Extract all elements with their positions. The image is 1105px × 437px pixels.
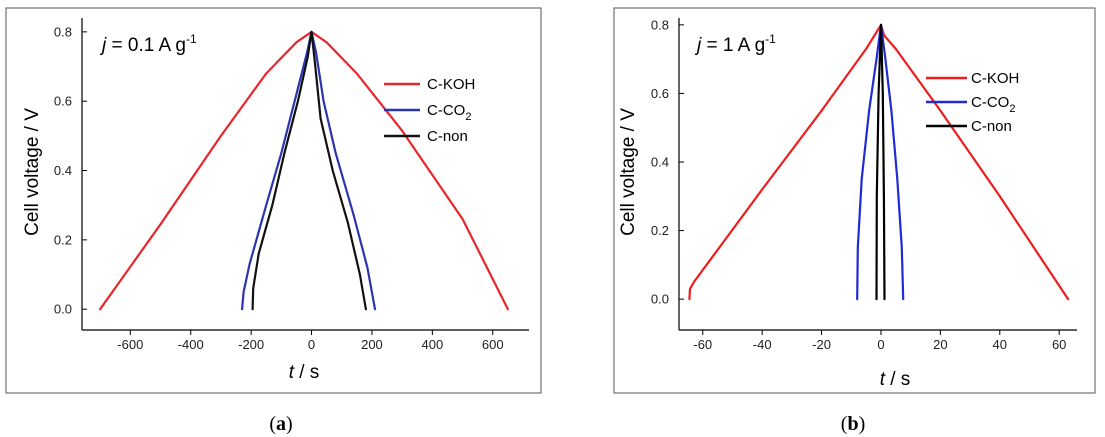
legend-label-name: C-CO: [971, 94, 1009, 111]
legend-label-subscript: 2: [1009, 103, 1015, 115]
series-line-c-co2: [241, 30, 377, 311]
x-tick-label: 0: [308, 337, 315, 352]
y-tick-label: 0.0: [651, 292, 669, 307]
panel-label-letter: a: [276, 413, 286, 435]
legend-label-name: C-KOH: [427, 76, 475, 93]
legend-label: C-non: [971, 118, 1012, 135]
legend-label: C-KOH: [971, 70, 1019, 87]
x-tick-label: 600: [482, 337, 504, 352]
x-tick-label: -400: [178, 337, 204, 352]
legend-label: C-CO2: [971, 94, 1015, 115]
y-tick-label: 0.2: [54, 232, 72, 247]
y-tick-label: 0.4: [651, 155, 669, 170]
panel-frame: [613, 7, 1096, 394]
annotation-symbol: j: [694, 35, 702, 56]
series-line-c-non: [875, 23, 886, 301]
x-tick-label: 60: [1052, 337, 1066, 352]
y-axis-title: Cell voltage / V: [22, 108, 43, 236]
panel-label: (a): [269, 413, 292, 435]
legend-label: C-KOH: [427, 76, 475, 93]
legend-label-name: C-CO: [427, 102, 465, 119]
current-density-annotation: j = 1 A g-1: [694, 32, 776, 56]
x-axis-title: t / s: [289, 362, 320, 383]
chart-panel-b: 0.0 0.2 0.4 0.6 0.8 -60 -40 -20 0 20 40 60 Cell volt…: [613, 7, 1096, 435]
y-axis-title: Cell voltage / V: [618, 108, 639, 236]
x-axis-unit: / s: [294, 362, 319, 383]
annotation-superscript: -1: [186, 32, 197, 46]
y-tick-label: 0.6: [54, 94, 72, 109]
x-tick-label: -600: [117, 337, 143, 352]
x-axis-unit: / s: [885, 369, 910, 390]
panel-label-open: (: [841, 413, 848, 435]
chart-panel-a: 0.0 0.2 0.4 0.6 0.8 -600 -400 -200 0 200 400 600 Cel…: [5, 7, 542, 435]
panel-label-open: (: [269, 413, 276, 435]
x-tick-label: -40: [753, 337, 772, 352]
x-tick-label: 400: [421, 337, 443, 352]
y-tick-label: 0.4: [54, 163, 72, 178]
panel-label: (b): [841, 413, 865, 435]
x-axis-variable: t: [880, 369, 886, 390]
legend-label-subscript: 2: [465, 111, 471, 123]
annotation-value: = 0.1 A g: [106, 35, 186, 56]
series-line-c-non: [251, 30, 367, 311]
y-tick-label: 0.0: [54, 302, 72, 317]
x-axis-variable: t: [289, 362, 295, 383]
current-density-annotation: j = 0.1 A g-1: [99, 32, 197, 56]
annotation-symbol: j: [99, 35, 107, 56]
y-tick-label: 0.8: [54, 24, 72, 39]
x-tick-label: -200: [238, 337, 264, 352]
legend: C-KOH C-CO2 C-non: [384, 76, 475, 145]
legend: C-KOH C-CO2 C-non: [926, 70, 1019, 135]
x-tick-label: 40: [993, 337, 1007, 352]
x-tick-label: -20: [812, 337, 831, 352]
legend-label: C-non: [427, 128, 468, 145]
y-tick-label: 0.8: [651, 17, 669, 32]
x-tick-label: -60: [693, 337, 712, 352]
annotation-superscript: -1: [765, 32, 776, 46]
legend-label: C-CO2: [427, 102, 471, 123]
panel-label-close: ): [286, 413, 293, 435]
y-tick-label: 0.6: [651, 86, 669, 101]
legend-label-name: C-non: [427, 128, 468, 145]
x-axis-title: t / s: [880, 369, 911, 390]
legend-label-name: C-non: [971, 118, 1012, 135]
y-tick-label: 0.2: [651, 223, 669, 238]
panel-label-close: ): [859, 413, 866, 435]
x-tick-label: 0: [877, 337, 884, 352]
annotation-value: = 1 A g: [701, 35, 765, 56]
legend-label-name: C-KOH: [971, 70, 1019, 87]
x-tick-label: 20: [933, 337, 947, 352]
panel-frame: [5, 7, 542, 394]
x-tick-label: 200: [361, 337, 383, 352]
panel-label-letter: b: [847, 413, 858, 435]
